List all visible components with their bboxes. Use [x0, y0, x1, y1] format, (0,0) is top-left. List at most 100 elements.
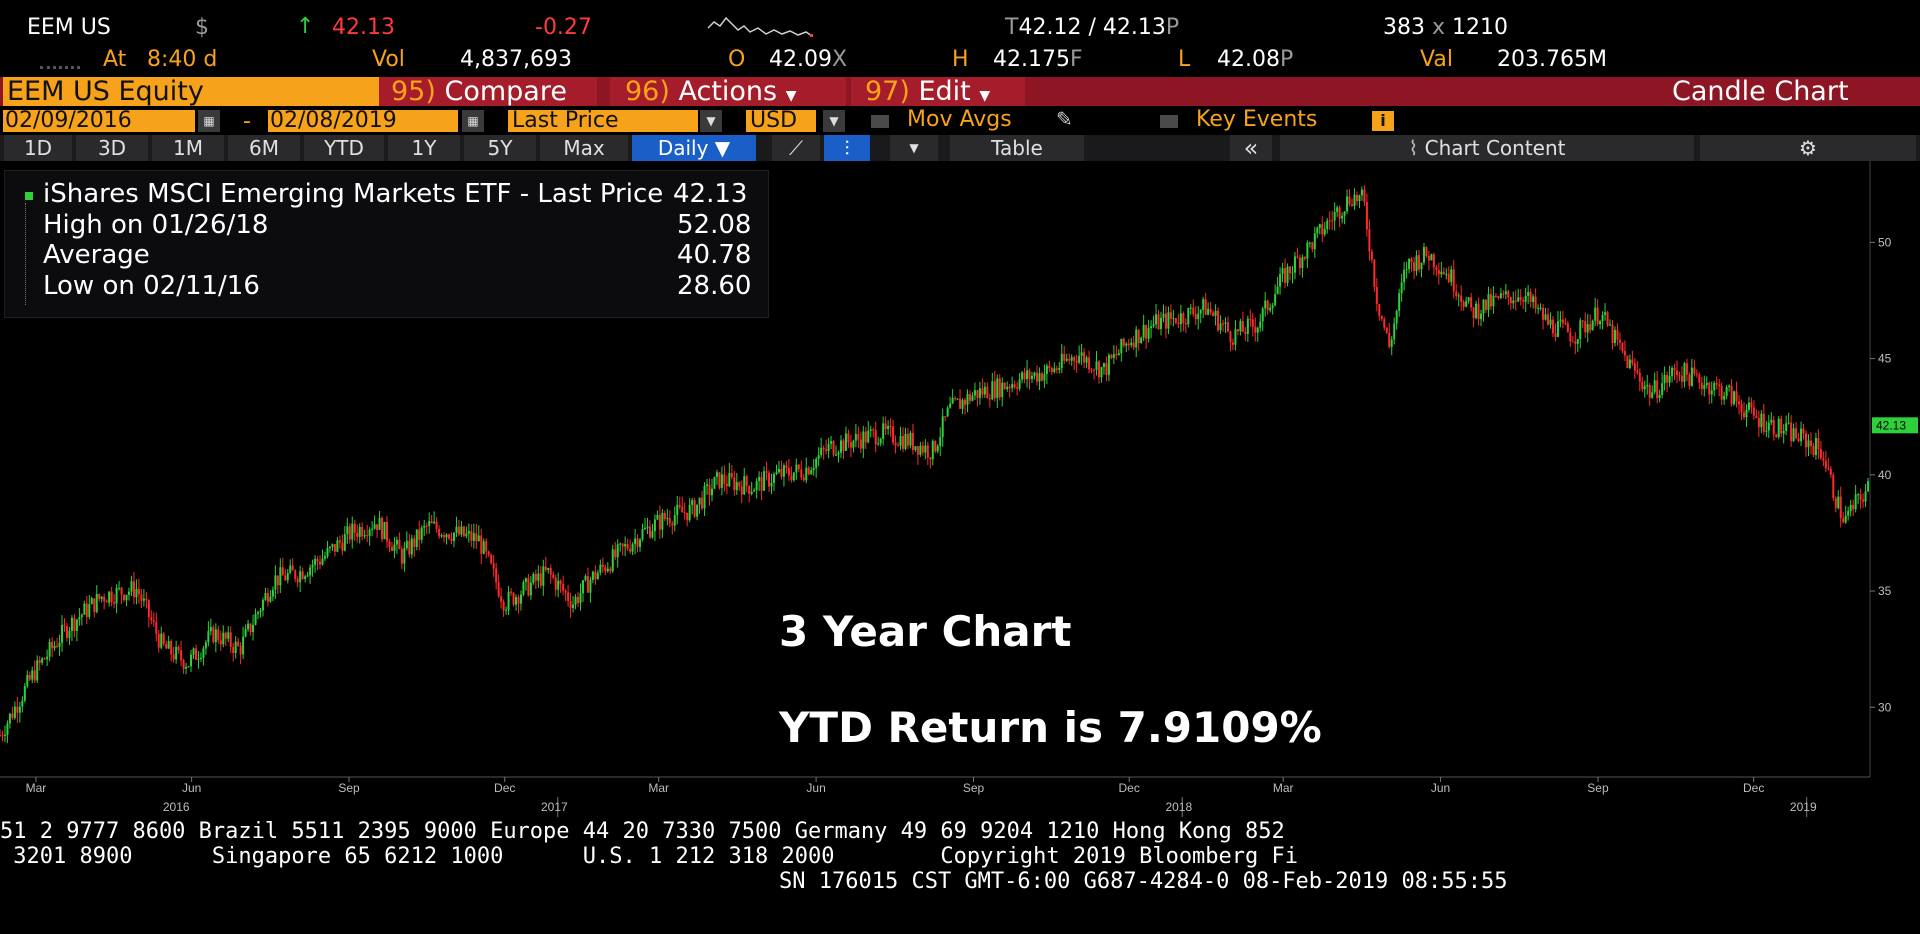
candle-body — [805, 467, 808, 481]
chevron-down-icon[interactable]: ▼ — [890, 135, 938, 161]
calendar-icon[interactable]: ▦ — [462, 110, 484, 132]
period-1y[interactable]: 1Y — [388, 135, 460, 161]
info-icon[interactable]: i — [1372, 111, 1394, 131]
candle-body — [1551, 319, 1554, 334]
candle-body — [1026, 370, 1029, 380]
chevron-down-icon[interactable]: ▼ — [823, 110, 845, 132]
candle-body — [311, 564, 314, 568]
candle-body — [1073, 357, 1076, 361]
security-field[interactable]: EEM US Equity — [3, 77, 379, 106]
candle-body — [247, 623, 250, 630]
footer-contacts-line1: 51 2 9777 8600 Brazil 5511 2395 9000 Eur… — [0, 819, 1285, 844]
period-1m[interactable]: 1M — [152, 135, 224, 161]
candle-body — [1298, 257, 1301, 268]
candle-body — [562, 583, 565, 591]
candle-body — [1083, 352, 1086, 363]
candle-body — [1467, 297, 1470, 302]
date-dash: - — [243, 109, 251, 134]
y-tick-label: 40 — [1878, 468, 1892, 482]
candle-body — [172, 654, 175, 660]
table-button[interactable]: Table — [950, 135, 1084, 161]
candle-body — [879, 438, 882, 444]
candle-body — [941, 416, 944, 438]
candle-body — [1827, 468, 1830, 470]
candle-body — [1065, 358, 1068, 361]
candle-body — [743, 476, 746, 495]
candle-body — [730, 472, 733, 478]
candle-body — [1276, 286, 1279, 295]
key-events-checkbox[interactable] — [1160, 115, 1178, 128]
period-6m[interactable]: 6M — [228, 135, 300, 161]
frequency-select[interactable]: Daily ▼ — [632, 135, 756, 161]
edit-button[interactable]: 97) Edit ▼ — [851, 77, 1025, 106]
candle-body — [465, 533, 468, 537]
candle-body — [1867, 481, 1870, 492]
candle-body — [785, 465, 788, 468]
candle-chart-icon[interactable]: ⫶ — [824, 135, 870, 161]
chevron-down-icon[interactable]: ▼ — [700, 110, 722, 132]
end-date-field[interactable]: 02/08/2019 — [268, 110, 458, 132]
candle-body — [572, 604, 575, 609]
y-tick-label: 50 — [1878, 235, 1892, 249]
candle-body — [249, 623, 252, 633]
mov-avgs-label[interactable]: Mov Avgs — [907, 107, 1012, 132]
x-tick-label: Jun — [1431, 781, 1450, 795]
gear-icon[interactable]: ⚙ — [1700, 135, 1916, 161]
pencil-icon[interactable]: ✎ — [1056, 107, 1073, 131]
candle-body — [1755, 415, 1758, 418]
candle-body — [1847, 511, 1850, 516]
period-ytd[interactable]: YTD — [304, 135, 384, 161]
candle-body — [152, 620, 155, 622]
currency-select[interactable]: USD — [746, 110, 816, 132]
candle-body — [1293, 256, 1296, 273]
candle-body — [959, 398, 962, 409]
compare-button[interactable]: 95) Compare — [379, 77, 597, 106]
candle-body — [1274, 294, 1277, 306]
candle-body — [157, 633, 160, 648]
candle-body — [1554, 333, 1557, 337]
candle-body — [1489, 294, 1492, 307]
period-5y[interactable]: 5Y — [464, 135, 536, 161]
field-select[interactable]: Last Price — [508, 110, 698, 132]
period-3d[interactable]: 3D — [76, 135, 148, 161]
candle-body — [53, 645, 56, 649]
candle-chart[interactable]: 30 35 40 45 50 42.13 Mar Jun Sep Dec Mar Jun Sep Dec… — [0, 161, 1920, 817]
candle-body — [815, 458, 818, 469]
chart-content-button[interactable]: ⌇ Chart Content — [1280, 135, 1694, 161]
candle-body — [549, 568, 552, 575]
candle-body — [378, 517, 381, 530]
collapse-icon[interactable]: « — [1230, 135, 1272, 161]
period-1d[interactable]: 1D — [4, 135, 72, 161]
candle-body — [480, 535, 483, 554]
candle-body — [710, 488, 713, 496]
candle-body — [1383, 319, 1386, 328]
candle-body — [130, 581, 133, 592]
candle-body — [1060, 353, 1063, 368]
candle-body — [18, 706, 21, 713]
key-events-label[interactable]: Key Events — [1196, 107, 1318, 132]
candle-body — [1249, 318, 1252, 320]
candle-body — [257, 612, 260, 615]
candle-body — [333, 544, 336, 552]
candle-body — [1752, 407, 1755, 416]
candle-body — [1296, 256, 1299, 258]
start-date-field[interactable]: 02/09/2016 — [3, 110, 195, 132]
candle-body — [715, 472, 718, 477]
candle-body — [755, 480, 758, 491]
candle-body — [1313, 233, 1316, 250]
candle-body — [21, 700, 24, 707]
candle-body — [765, 471, 768, 473]
high-label: H — [952, 47, 969, 72]
calendar-icon[interactable]: ▦ — [198, 110, 220, 132]
actions-button[interactable]: 96) Actions ▼ — [610, 77, 846, 106]
candle-body — [1447, 273, 1450, 282]
candle-body — [1589, 324, 1592, 331]
x-tick-label: Jun — [182, 781, 201, 795]
candle-body — [1556, 321, 1559, 337]
mov-avgs-checkbox[interactable] — [871, 115, 889, 128]
candle-body — [1440, 271, 1443, 275]
candle-body — [1390, 339, 1393, 347]
line-chart-icon[interactable]: ⟋ — [772, 135, 820, 161]
period-max[interactable]: Max — [540, 135, 628, 161]
candle-body — [1254, 326, 1257, 333]
